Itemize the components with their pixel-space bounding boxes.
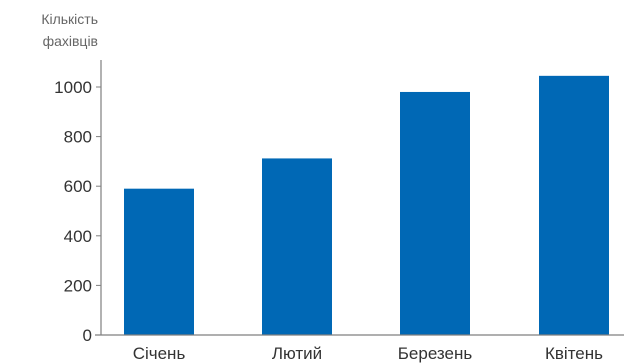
x-category-label: Січень (133, 344, 186, 363)
y-axis-label-line-1: Кількість (41, 11, 98, 27)
y-tick-label: 800 (64, 128, 92, 147)
bar (400, 91, 470, 336)
bar (262, 158, 332, 335)
y-tick-label: 0 (83, 326, 92, 345)
x-category-label: Лютий (272, 344, 322, 363)
bar (539, 75, 609, 335)
bars-group (124, 75, 609, 336)
y-tick-label: 400 (64, 227, 92, 246)
y-ticks-group: 0 200 400 600 800 1000 (54, 78, 101, 345)
y-tick-label: 600 (64, 177, 92, 196)
x-category-label: Квітень (545, 344, 603, 363)
bar (124, 188, 194, 335)
y-tick-label: 1000 (54, 78, 92, 97)
x-categories-group: Січень Лютий Березень Квітень (133, 344, 603, 363)
y-tick-label: 200 (64, 276, 92, 295)
y-axis-label-line-2: фахівців (43, 33, 98, 49)
x-category-label: Березень (398, 344, 473, 363)
